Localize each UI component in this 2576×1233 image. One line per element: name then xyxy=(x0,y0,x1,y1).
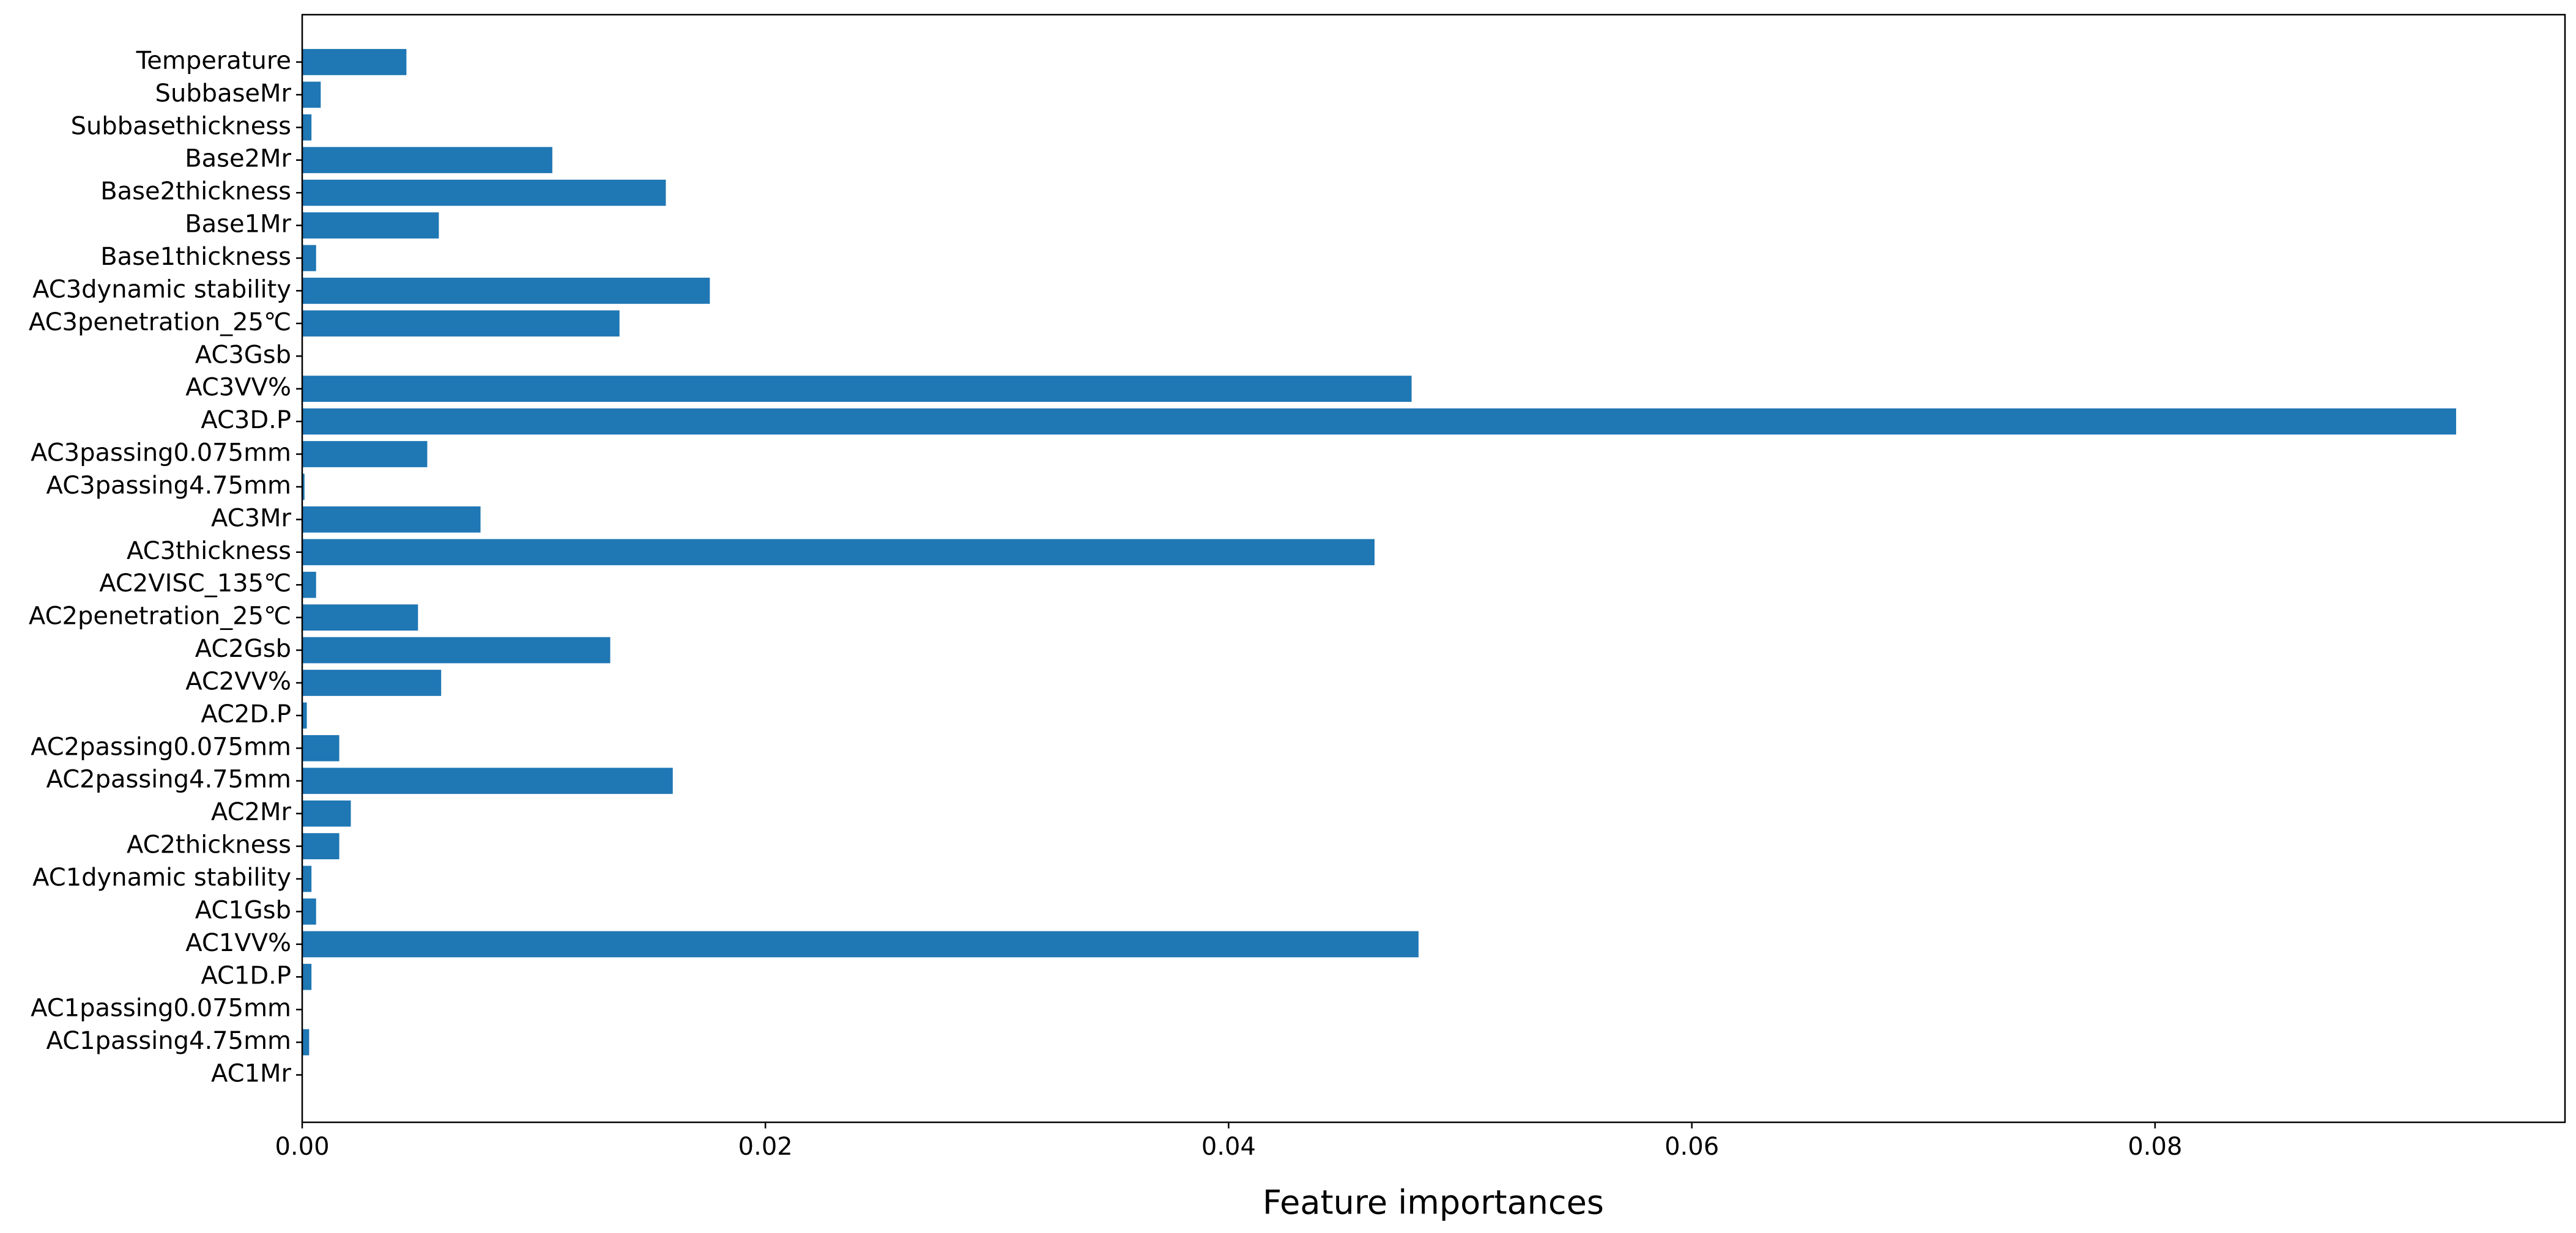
bar xyxy=(302,278,710,304)
x-axis-label: Feature importances xyxy=(1263,1183,1604,1222)
bar xyxy=(302,473,305,500)
y-tick-label: AC1VV% xyxy=(185,929,291,957)
y-tick-label: AC3passing0.075mm xyxy=(31,439,291,467)
y-tick-label: Base1Mr xyxy=(185,210,291,239)
bar xyxy=(302,539,1375,566)
bar xyxy=(302,833,340,859)
bar xyxy=(302,768,673,794)
y-tick-label: AC2Mr xyxy=(211,798,292,826)
y-tick-label: AC2passing4.75mm xyxy=(46,766,291,794)
y-tick-label: AC2penetration_25℃ xyxy=(29,602,291,631)
bar xyxy=(302,114,312,141)
bar xyxy=(302,963,312,990)
y-tick-label: AC3Gsb xyxy=(195,341,291,369)
y-tick-label: AC2VV% xyxy=(185,667,291,695)
x-tick-label: 0.00 xyxy=(275,1133,329,1161)
bar xyxy=(302,245,316,272)
y-tick-label: SubbaseMr xyxy=(155,80,292,108)
y-tick-label: AC1Mr xyxy=(211,1060,292,1088)
y-tick-label: AC2Gsb xyxy=(195,635,291,663)
y-tick-label: AC1dynamic stability xyxy=(32,864,291,892)
bar xyxy=(302,376,1412,402)
bar xyxy=(302,800,351,827)
x-tick-label: 0.06 xyxy=(1665,1133,1719,1161)
bar xyxy=(302,931,1419,958)
bar xyxy=(302,702,307,729)
y-tick-label: AC2passing0.075mm xyxy=(31,733,291,761)
y-tick-label: Base1thickness xyxy=(100,243,291,271)
bar xyxy=(302,670,442,696)
plot-frame xyxy=(301,13,2566,1124)
bar xyxy=(302,571,316,598)
bar xyxy=(302,735,340,761)
y-tick-label: AC3Mr xyxy=(211,504,292,532)
bar xyxy=(302,898,316,925)
y-tick-label: AC3D.P xyxy=(201,406,291,434)
bar xyxy=(302,212,439,239)
y-tick-label: Temperature xyxy=(136,46,291,75)
y-tick-label: AC2VISC_135℃ xyxy=(99,569,291,598)
y-tick-label: AC3penetration_25℃ xyxy=(29,308,291,336)
x-tick-label: 0.02 xyxy=(738,1133,793,1161)
bar xyxy=(302,506,481,533)
y-tick-label: AC1passing4.75mm xyxy=(46,1027,291,1055)
bar xyxy=(302,147,552,174)
y-tick-label: AC1passing0.075mm xyxy=(31,994,291,1023)
x-tick-label: 0.04 xyxy=(1201,1133,1256,1161)
y-tick-label: AC1D.P xyxy=(201,961,291,990)
y-tick-label: AC3passing4.75mm xyxy=(46,472,291,500)
bar xyxy=(302,310,620,337)
y-tick-label: AC2D.P xyxy=(201,700,291,728)
y-tick-label: Subbasethickness xyxy=(71,112,291,140)
y-tick-label: AC3thickness xyxy=(127,537,291,565)
y-tick-label: AC1Gsb xyxy=(195,896,291,924)
bar xyxy=(302,1029,310,1056)
bar xyxy=(302,865,312,892)
y-tick-label: Base2thickness xyxy=(100,177,291,206)
y-tick-label: AC3dynamic stability xyxy=(32,275,291,303)
bar xyxy=(302,179,666,206)
y-tick-label: AC3VV% xyxy=(185,374,291,402)
bar xyxy=(302,604,418,631)
x-tick-label: 0.08 xyxy=(2128,1133,2182,1161)
bar xyxy=(302,441,428,467)
y-tick-label: AC2thickness xyxy=(127,831,291,859)
bar xyxy=(302,408,2457,435)
bar xyxy=(302,49,407,75)
bar xyxy=(302,81,321,108)
bar xyxy=(302,637,611,664)
y-tick-label: Base2Mr xyxy=(185,145,291,173)
